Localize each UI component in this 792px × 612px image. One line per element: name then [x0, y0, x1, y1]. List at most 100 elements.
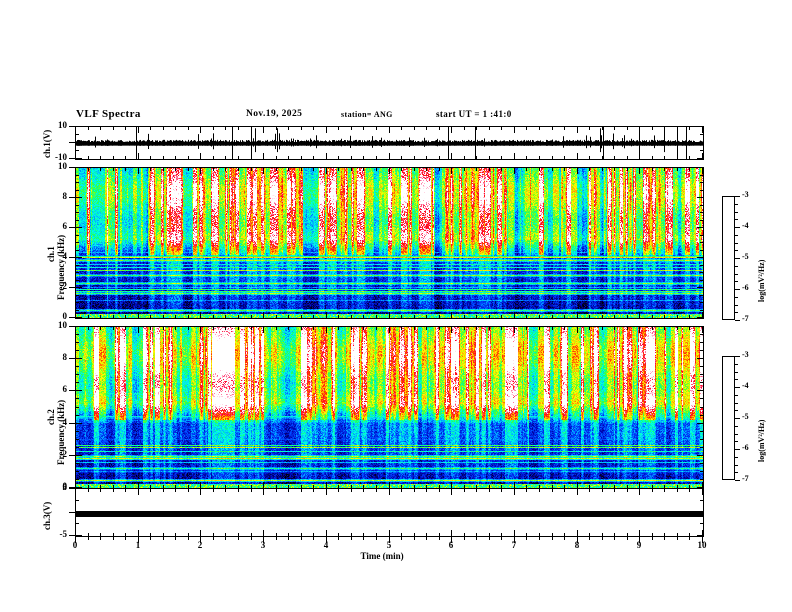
- axis-tick: [664, 315, 665, 318]
- axis-tick: [639, 530, 640, 536]
- axis-tick: [225, 156, 226, 159]
- x-axis-tick-label: 5: [386, 540, 392, 550]
- axis-tick: [225, 489, 226, 492]
- axis-tick: [76, 535, 82, 536]
- axis-tick: [175, 327, 176, 330]
- axis-tick: [69, 227, 75, 228]
- axis-tick: [75, 536, 76, 543]
- axis-tick: [689, 315, 690, 318]
- axis-tick: [652, 533, 653, 536]
- axis-tick: [489, 327, 490, 330]
- axis-tick: [539, 536, 540, 540]
- axis-tick: [451, 153, 452, 159]
- x-axis-tick-label: 9: [636, 540, 642, 550]
- axis-tick: [614, 489, 615, 492]
- axis-tick: [213, 315, 214, 318]
- axis-tick: [76, 326, 82, 327]
- axis-tick: [301, 156, 302, 159]
- axis-tick: [338, 533, 339, 536]
- axis-tick: [351, 533, 352, 536]
- axis-tick: [69, 257, 75, 258]
- axis-tick: [552, 536, 553, 540]
- axis-tick: [163, 533, 164, 536]
- axis-tick: [301, 533, 302, 536]
- axis-tick: [602, 327, 603, 330]
- axis-tick: [514, 153, 515, 159]
- x-axis-tick-label: 6: [448, 540, 454, 550]
- axis-tick-label: 4: [62, 251, 68, 261]
- axis-tick: [363, 489, 364, 492]
- axis-tick: [301, 327, 302, 330]
- axis-tick: [735, 395, 738, 396]
- axis-tick: [697, 167, 703, 168]
- axis-tick: [689, 127, 690, 130]
- axis-tick: [200, 482, 201, 488]
- axis-tick: [213, 327, 214, 330]
- axis-tick: [163, 168, 164, 171]
- axis-tick: [677, 485, 678, 488]
- axis-tick: [697, 227, 703, 228]
- axis-tick: [451, 530, 452, 536]
- x-axis-tick-label: 3: [260, 540, 266, 550]
- axis-tick: [689, 168, 690, 171]
- axis-tick: [238, 168, 239, 171]
- axis-tick: [389, 327, 390, 333]
- axis-tick: [251, 327, 252, 330]
- axis-tick: [276, 533, 277, 536]
- axis-tick: [589, 489, 590, 492]
- x-axis-tick-label: 4: [323, 540, 329, 550]
- axis-tick: [735, 441, 738, 442]
- axis-tick: [464, 168, 465, 171]
- axis-tick: [627, 168, 628, 171]
- axis-tick: [175, 536, 176, 540]
- axis-tick: [639, 153, 640, 159]
- axis-tick: [451, 327, 452, 333]
- axis-tick: [439, 489, 440, 492]
- axis-tick: [700, 134, 703, 135]
- axis-tick: [735, 235, 738, 236]
- axis-tick: [301, 489, 302, 492]
- axis-tick: [150, 156, 151, 159]
- axis-tick: [100, 127, 101, 130]
- axis-tick: [401, 489, 402, 492]
- axis-tick: [69, 126, 75, 127]
- axis-tick: [414, 156, 415, 159]
- axis-tick: [113, 489, 114, 492]
- axis-tick: [138, 489, 139, 495]
- axis-tick: [639, 536, 640, 543]
- axis-tick: [163, 127, 164, 130]
- axis-tick: [426, 327, 427, 330]
- axis-tick: [263, 312, 264, 318]
- axis-tick: [276, 168, 277, 171]
- axis-tick: [501, 485, 502, 488]
- axis-tick: [735, 356, 738, 357]
- axis-tick: [735, 250, 738, 251]
- axis-tick: [225, 168, 226, 171]
- axis-tick: [589, 127, 590, 130]
- axis-tick: [426, 533, 427, 536]
- axis-tick: [150, 489, 151, 492]
- axis-tick: [88, 168, 89, 171]
- axis-tick: [288, 485, 289, 488]
- axis-tick: [100, 533, 101, 536]
- axis-tick: [414, 127, 415, 130]
- axis-tick: [113, 127, 114, 130]
- axis-tick: [76, 190, 79, 191]
- axis-tick: [639, 489, 640, 495]
- axis-tick: [700, 250, 703, 251]
- axis-tick: [100, 315, 101, 318]
- axis-tick: [476, 489, 477, 492]
- axis-tick: [614, 156, 615, 159]
- axis-tick-label: -5: [59, 529, 68, 539]
- axis-tick: [735, 227, 738, 228]
- axis-tick: [251, 536, 252, 540]
- axis-tick: [301, 536, 302, 540]
- axis-tick: [251, 168, 252, 171]
- axis-tick: [76, 471, 79, 472]
- axis-tick: [69, 158, 75, 159]
- axis-tick: [76, 310, 79, 311]
- axis-tick: [677, 315, 678, 318]
- axis-tick: [69, 535, 75, 536]
- axis-tick: [363, 485, 364, 488]
- axis-tick: [213, 536, 214, 540]
